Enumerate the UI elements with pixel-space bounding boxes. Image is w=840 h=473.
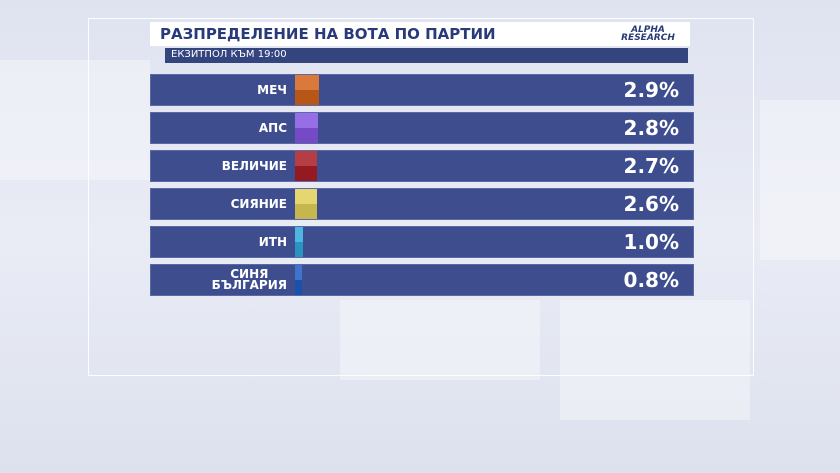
title-box: РАЗПРЕДЕЛЕНИЕ НА ВОТА ПО ПАРТИИ ALPHA RE… [150,22,690,46]
logo: ALPHA RESEARCH [621,25,675,43]
party-label: СИНЯ БЪЛГАРИЯ [211,267,287,292]
party-label: ВЕЛИЧИЕ [221,158,287,173]
party-label: АПС [258,120,287,135]
title: РАЗПРЕДЕЛЕНИЕ НА ВОТА ПО ПАРТИИ [160,25,496,43]
row: СИНЯ БЪЛГАРИЯ 0.8% [150,264,694,296]
row: СИЯНИЕ 2.6% [150,188,694,220]
party-label: МЕЧ [257,82,287,97]
party-label: ИТН [258,234,287,249]
row: МЕЧ 2.9% [150,74,694,106]
value-label: 1.0% [623,230,679,254]
row: ВЕЛИЧИЕ 2.7% [150,150,694,182]
value-label: 2.9% [623,78,679,102]
row: АПС 2.8% [150,112,694,144]
bar [295,265,302,295]
subtitle-box: ЕКЗИТПОЛ КЪМ 19:00 [165,48,688,63]
bg-square [340,300,540,380]
bar [295,113,319,143]
frame [88,18,754,376]
subtitle: ЕКЗИТПОЛ КЪМ 19:00 [171,49,287,60]
row: ИТН 1.0% [150,226,694,258]
bar [295,189,317,219]
bar [295,151,318,181]
bar [295,75,320,105]
bg-square [560,300,750,420]
bg-square [760,100,840,260]
value-label: 2.7% [623,154,679,178]
bg-square [0,60,150,180]
value-label: 2.6% [623,192,679,216]
value-label: 2.8% [623,116,679,140]
party-label: СИЯНИЕ [230,196,287,211]
bar [295,227,304,257]
value-label: 0.8% [623,268,679,292]
